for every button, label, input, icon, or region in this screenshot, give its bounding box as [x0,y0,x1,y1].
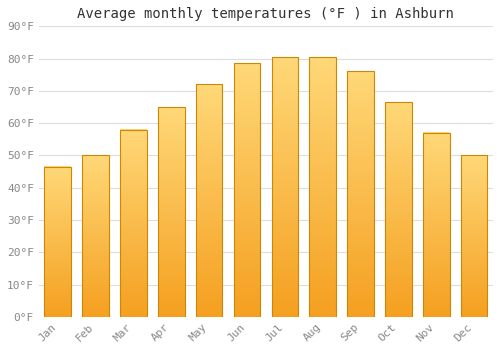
Title: Average monthly temperatures (°F ) in Ashburn: Average monthly temperatures (°F ) in As… [78,7,454,21]
Bar [348,71,374,317]
Bar [120,130,146,317]
Bar [82,155,109,317]
Bar [196,84,222,317]
Bar [310,57,336,317]
Bar [461,155,487,317]
Bar [234,63,260,317]
Bar [385,102,411,317]
Bar [158,107,184,317]
Bar [272,57,298,317]
Bar [423,133,450,317]
Bar [44,167,71,317]
